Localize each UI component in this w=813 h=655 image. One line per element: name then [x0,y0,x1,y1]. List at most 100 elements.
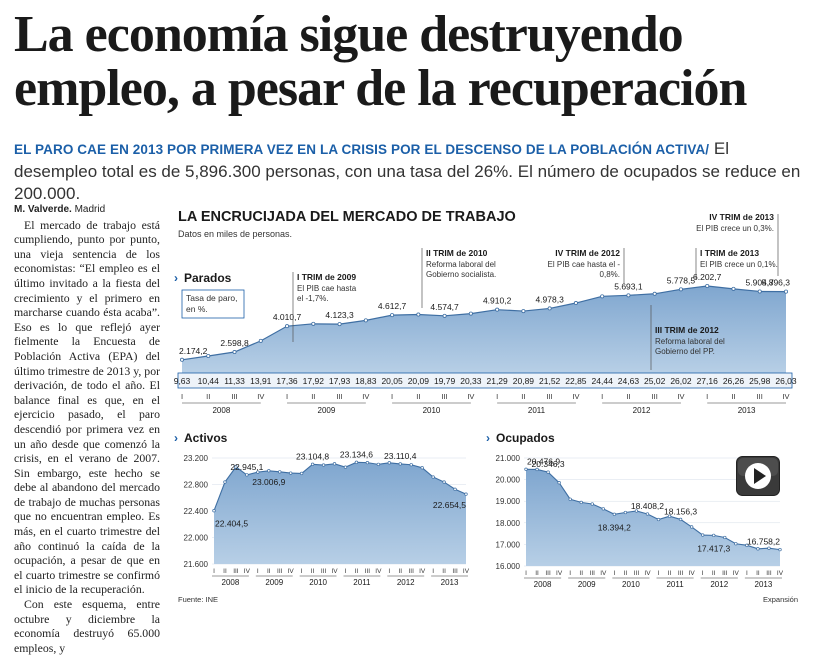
ocupados-quarter-tick-label: II [535,570,539,577]
tasa-value: 20,05 [381,376,403,386]
video-play-button[interactable] [736,456,780,496]
activos-quarter-tick-label: III [365,568,371,575]
tasa-value: 22,85 [565,376,587,386]
quarter-tick-label: II [416,392,420,401]
parados-point [495,307,500,312]
quarter-tick-label: III [336,392,342,401]
ocupados-data-label: 18.394,2 [598,522,631,532]
tasa-value: 25,98 [749,376,771,386]
ocupados-point [745,543,749,547]
activos-data-label: 22.654,5 [433,500,466,510]
article-paragraph: El mercado de trabajo está cumpliendo, p… [14,217,161,597]
tasa-value: 13,91 [250,376,272,386]
play-icon [736,456,780,496]
quarter-tick-label: IV [677,392,684,401]
activos-quarter-tick-label: II [311,568,315,575]
quarter-tick-label: IV [362,392,369,401]
ocupados-point [524,467,528,471]
ocupados-point [634,509,639,513]
graphic-source: Fuente: INE [178,595,218,604]
parados-data-label: 4.612,7 [378,301,407,311]
infographic: LA ENCRUCIJADA DEL MERCADO DE TRABAJO Da… [170,200,810,618]
activos-quarter-tick-label: III [233,568,239,575]
quarter-tick-label: II [206,392,210,401]
ocupados-quarter-tick-label: I [613,570,615,577]
parados-line [181,285,787,361]
tasa-legend-line: en %. [186,304,208,314]
article-paragraph: Con este esquema, entre octubre y diciem… [14,597,160,655]
annotation-text: El PIB cae hasta el - [548,260,621,269]
annotation-text: Reforma laboral del [655,337,725,346]
ocupados-quarter-tick-label: IV [689,570,696,577]
ocupados-data-label: 16.758,2 [747,537,780,547]
tasa-legend-box [181,289,245,319]
activos-point [365,460,370,465]
activos-point [398,462,402,466]
ocupados-y-tick-label: 16.000 [496,562,521,571]
quarter-tick-label: I [181,392,183,401]
activos-quarter-tick-label: II [398,568,402,575]
ocupados-quarter-tick-label: III [545,570,551,577]
activos-point [409,463,413,467]
activos-quarter-tick-label: III [452,568,458,575]
byline-author: M. Valverde. [14,204,72,215]
activos-quarter-tick-label: I [257,568,259,575]
parados-point [678,287,683,292]
ocupados-y-tick-label: 17.000 [496,540,521,549]
annotation-text: El PIB crece un 0,1%. [700,260,778,269]
ocupados-point [656,517,661,522]
ocupados-quarter-tick-label: III [766,570,772,577]
quarter-tick-label: IV [257,392,264,401]
annotation-text: Gobierno del PP. [655,347,715,356]
ocupados-year-tick-label: 2010 [622,580,640,589]
parados-point [626,293,631,298]
activos-point [278,470,282,474]
ocupados-point [778,547,782,552]
parados-data-label: 4.123,3 [325,310,354,320]
parados-point [573,301,578,306]
quarter-tick-label: II [626,392,630,401]
annotation-title: IV TRIM de 2013 [709,212,774,222]
ocupados-quarter-tick-label: I [525,570,527,577]
quarter-tick-label: II [311,392,315,401]
parados-data-label: 4.910,2 [483,296,512,306]
activos-quarter-tick-label: II [267,568,271,575]
activos-point [354,460,359,464]
annotation-text: El PIB crece un 0,3%. [696,224,774,233]
activos-quarter-tick-label: IV [419,568,426,575]
year-tick-label: 2013 [738,406,756,415]
ocupados-point [734,542,738,546]
parados-point [731,286,736,291]
quarter-tick-label: I [496,392,498,401]
parados-point [311,321,316,326]
ocupados-quarter-tick-label: I [702,570,704,577]
tasa-value: 20,09 [408,376,430,386]
ocupados-year-tick-label: 2013 [755,580,773,589]
ocupados-point [712,533,716,538]
ocupados-point [701,533,705,537]
parados-point [206,354,211,359]
activos-point [464,492,468,496]
ocupados-quarter-tick-label: IV [600,570,607,577]
activos-year-tick-label: 2011 [353,578,371,587]
tasa-value: 11,33 [224,376,245,386]
deck-lead: EL PARO CAE EN 2013 POR PRIMERA VEZ EN L… [14,142,710,157]
ocupados-chart: › Ocupados 21.000 20.000 19.000 18.000 17.00… [486,431,784,589]
activos-point [212,509,216,513]
ocupados-point [579,500,583,505]
activos-quarter-tick-label: I [345,568,347,575]
activos-point [300,471,304,476]
annotations: I TRIM de 2009 El PIB cae hasta el -1,7%… [292,212,779,370]
tasa-value: 20,89 [513,376,535,386]
activos-point [343,465,348,469]
annotation-text: Reforma laboral del [426,260,496,269]
article-body: M. Valverde. Madrid El mercado de trabaj… [14,203,160,655]
parados-point [232,350,237,355]
activos-y-tick-label: 23.200 [184,454,209,463]
ocupados-data-label: 20.346,3 [532,459,565,469]
ocupados-quarter-tick-label: II [624,570,628,577]
quarter-tick-label: III [757,392,763,401]
ocupados-point [590,502,594,506]
ocupados-point [645,512,650,516]
parados-point [416,312,421,317]
